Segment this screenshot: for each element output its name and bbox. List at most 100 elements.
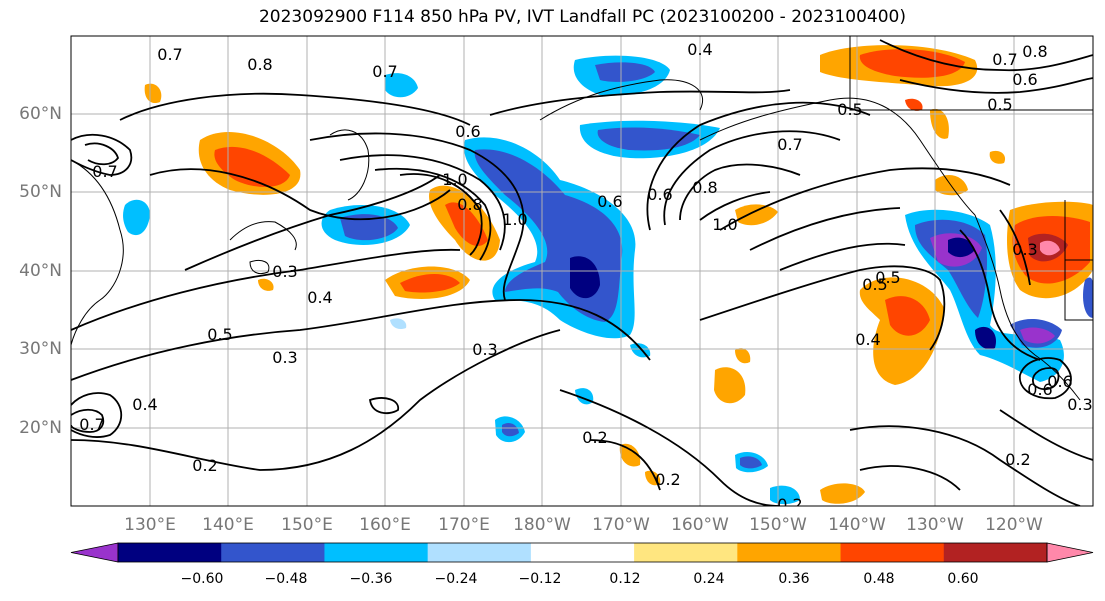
contour-label: 0.7 bbox=[992, 50, 1017, 69]
lon-label: 130°E bbox=[124, 515, 176, 535]
anomaly-patch bbox=[1082, 277, 1093, 318]
contour-label: 0.7 bbox=[157, 45, 182, 64]
anomaly-patch bbox=[385, 73, 418, 98]
contour-label: 0.6 bbox=[455, 122, 480, 141]
lon-label: 140°W bbox=[828, 515, 886, 535]
colorbar-tick-label: 0.12 bbox=[609, 571, 641, 587]
colorbar-outline bbox=[117, 542, 1048, 563]
anomaly-patch bbox=[595, 62, 655, 82]
anomaly-patch bbox=[714, 367, 746, 404]
anomaly-patch bbox=[935, 175, 968, 196]
map-border bbox=[70, 35, 1094, 507]
contour-label: 0.8 bbox=[247, 55, 272, 74]
colorbar-tick-label: −0.24 bbox=[434, 571, 478, 587]
contour-label: 0.4 bbox=[855, 330, 880, 349]
contour-label: 0.3 bbox=[272, 262, 297, 281]
contour-label: 1.0 bbox=[502, 210, 527, 229]
lat-label: 20°N bbox=[19, 418, 62, 438]
anomaly-patch bbox=[740, 456, 762, 469]
anomaly-patch bbox=[400, 273, 460, 293]
colorbar bbox=[70, 542, 1094, 563]
contour-label: 0.7 bbox=[777, 135, 802, 154]
contour-label: 0.2 bbox=[777, 495, 802, 514]
contour-label: 0.5 bbox=[862, 275, 887, 294]
anomaly-patch bbox=[390, 318, 407, 330]
contour-label: 0.4 bbox=[307, 288, 332, 307]
colorbar-extend-min bbox=[70, 542, 119, 563]
lon-label: 140°E bbox=[202, 515, 254, 535]
anomaly-patch bbox=[975, 326, 996, 350]
contour-label: 1.0 bbox=[442, 170, 467, 189]
colorbar-bin bbox=[427, 543, 532, 562]
graticule bbox=[71, 36, 1093, 506]
lon-label: 150°W bbox=[749, 515, 807, 535]
map-title: 2023092900 F114 850 hPa PV, IVT Landfall… bbox=[258, 7, 906, 27]
colorbar-tick-label: −0.12 bbox=[518, 571, 562, 587]
contour-label: 0.5 bbox=[875, 268, 900, 287]
lon-label: 150°E bbox=[281, 515, 333, 535]
contour-label: 1.0 bbox=[712, 215, 737, 234]
contour-label: 0.5 bbox=[207, 325, 232, 344]
colorbar-tick-label: −0.60 bbox=[180, 571, 224, 587]
colorbar-tick-label: 0.60 bbox=[947, 571, 979, 587]
colorbar-extend-max bbox=[1046, 542, 1094, 563]
contour-label: 0.6 bbox=[647, 185, 672, 204]
colorbar-tick-label: 0.36 bbox=[778, 571, 810, 587]
contour-label: 0.8 bbox=[1022, 42, 1047, 61]
contour-label: 0.8 bbox=[692, 178, 717, 197]
anomaly-patch bbox=[1040, 240, 1060, 256]
anomaly-patch bbox=[619, 443, 641, 467]
colorbar-tick-label: 0.48 bbox=[863, 571, 895, 587]
pv-contours bbox=[71, 39, 1093, 506]
shading-layer bbox=[123, 45, 1093, 505]
contour-label: 0.7 bbox=[92, 162, 117, 181]
contour-label: 0.8 bbox=[457, 195, 482, 214]
anomaly-patch bbox=[144, 83, 162, 104]
lon-label: 160°W bbox=[671, 515, 729, 535]
colorbar-bin bbox=[118, 543, 222, 562]
anomaly-patch bbox=[989, 150, 1006, 164]
anomaly-patch bbox=[258, 278, 274, 291]
contour-label: 0.3 bbox=[1067, 395, 1092, 414]
anomaly-patch bbox=[214, 146, 290, 187]
anomaly-patch bbox=[859, 49, 965, 78]
lat-label: 30°N bbox=[19, 339, 62, 359]
contour-label: 0.4 bbox=[687, 40, 712, 59]
anomaly-patch bbox=[735, 204, 778, 226]
lat-label: 60°N bbox=[19, 104, 62, 124]
colorbar-bin bbox=[530, 543, 635, 562]
colorbar-tick-label: −0.36 bbox=[349, 571, 393, 587]
contour-label: 0.7 bbox=[79, 415, 104, 434]
anomaly-patch bbox=[340, 214, 398, 241]
contour-label: 0.6 bbox=[1047, 372, 1072, 391]
contour-label: 0.5 bbox=[837, 100, 862, 119]
anomaly-patch bbox=[502, 422, 519, 437]
anomaly-patch bbox=[1020, 327, 1055, 344]
contour-label: 0.6 bbox=[1027, 380, 1052, 399]
contour-label: 0.2 bbox=[655, 470, 680, 489]
lon-label: 130°W bbox=[906, 515, 964, 535]
colorbar-bin bbox=[221, 543, 325, 562]
colorbar-tick-label: −0.48 bbox=[264, 571, 308, 587]
lat-label: 40°N bbox=[19, 261, 62, 281]
colorbar-tick-label: 0.24 bbox=[693, 571, 725, 587]
contour-label: 0.3 bbox=[272, 348, 297, 367]
anomaly-patch bbox=[445, 202, 488, 247]
coastlines bbox=[71, 36, 1093, 401]
anomaly-patch bbox=[905, 98, 923, 111]
lon-label: 180°W bbox=[513, 515, 571, 535]
lon-label: 160°E bbox=[359, 515, 411, 535]
contour-label: 0.7 bbox=[372, 62, 397, 81]
colorbar-bin bbox=[324, 543, 429, 562]
lat-label: 50°N bbox=[19, 182, 62, 202]
anomaly-patch bbox=[570, 256, 600, 299]
contour-label-layer: 0.70.8 0.70.60.70.4 0.80.70.60.50.50.70.61… bbox=[79, 40, 1092, 514]
anomaly-patch bbox=[123, 199, 150, 236]
anomaly-patch bbox=[885, 296, 930, 336]
colorbar-bin bbox=[737, 543, 842, 562]
contour-label: 0.2 bbox=[1005, 450, 1030, 469]
contour-label: 0.6 bbox=[597, 192, 622, 211]
colorbar-bin bbox=[840, 543, 945, 562]
contour-label: 0.2 bbox=[582, 428, 607, 447]
